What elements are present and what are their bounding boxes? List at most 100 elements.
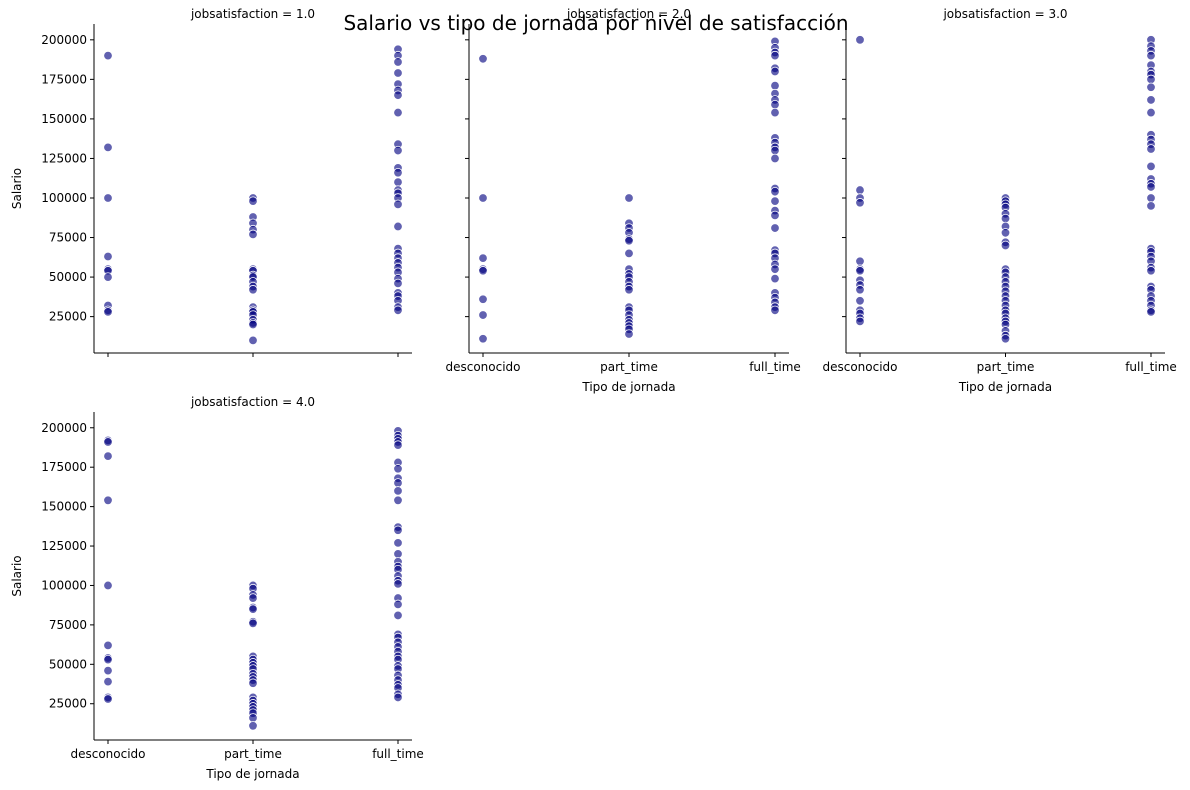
x-tick-label: part_time [600, 360, 658, 374]
data-point [478, 266, 488, 276]
data-point [248, 335, 258, 346]
data-point [103, 665, 113, 676]
y-tick-label: 50000 [49, 270, 87, 284]
data-point [393, 221, 403, 232]
data-point [1000, 228, 1011, 238]
data-point [478, 253, 488, 263]
data-point [103, 307, 113, 317]
y-tick-label: 25000 [49, 697, 87, 711]
data-point [393, 538, 403, 548]
y-tick-label: 50000 [49, 657, 87, 671]
y-tick-label: 100000 [41, 191, 87, 205]
y-tick-label: 25000 [49, 310, 87, 324]
data-point [103, 694, 113, 704]
data-point [103, 451, 113, 461]
data-point [1146, 193, 1156, 203]
y-axis-label: Salario [10, 555, 24, 596]
data-point [103, 142, 113, 153]
data-point [393, 90, 403, 100]
data-point [770, 99, 780, 110]
panel-title: jobsatisfaction = 2.0 [566, 7, 691, 21]
data-point [393, 305, 403, 315]
data-point [770, 50, 780, 61]
data-point [248, 721, 258, 731]
data-point [393, 199, 403, 210]
x-tick-label: desconocido [445, 360, 520, 374]
y-tick-label: 125000 [41, 151, 87, 165]
data-point [248, 678, 258, 688]
data-point [1146, 74, 1156, 85]
data-point [393, 692, 403, 703]
data-point [1146, 82, 1156, 92]
data-point [103, 251, 113, 262]
data-point [393, 549, 403, 559]
panel-3: jobsatisfaction = 3.0 desconocido part_tim… [822, 7, 1176, 394]
data-point [770, 145, 780, 156]
y-tick-label: 125000 [41, 539, 87, 553]
data-point [855, 266, 865, 276]
data-point [393, 177, 403, 187]
data-point [1146, 95, 1156, 105]
data-point [393, 278, 403, 289]
panel-title: jobsatisfaction = 4.0 [190, 395, 315, 409]
data-point [624, 285, 634, 295]
data-point [103, 50, 113, 61]
y-tick-label: 150000 [41, 500, 87, 514]
data-point [393, 525, 403, 535]
data-point [770, 66, 780, 77]
data-point [1146, 50, 1156, 61]
data-point [103, 272, 113, 282]
x-axis-label: Tipo de jornada [958, 380, 1052, 394]
panel-2: jobsatisfaction = 2.0 desconocido part_tim… [445, 7, 800, 394]
data-point [248, 229, 258, 240]
data-point [393, 145, 403, 156]
x-tick-label: full_time [372, 747, 424, 761]
data-point [478, 334, 488, 344]
data-point [624, 329, 634, 339]
data-point [103, 676, 113, 687]
panel-title: jobsatisfaction = 1.0 [190, 7, 315, 21]
x-tick-label: part_time [224, 747, 282, 761]
data-point [855, 296, 865, 306]
data-point [248, 285, 258, 295]
data-point [855, 256, 865, 266]
data-point [393, 610, 403, 621]
data-point [770, 153, 780, 164]
panel-4: jobsatisfaction = 4.0 25000 50000 75000 1000… [10, 395, 424, 781]
data-point [248, 618, 258, 629]
data-point [1146, 144, 1156, 154]
data-point [393, 486, 403, 496]
data-point [770, 264, 780, 274]
data-point [770, 80, 780, 91]
data-point [770, 273, 780, 284]
y-tick-label: 75000 [49, 231, 87, 245]
data-point [393, 599, 403, 610]
panel-title: jobsatisfaction = 3.0 [942, 7, 1067, 21]
data-point [770, 305, 780, 315]
data-point [624, 235, 634, 246]
data-point [1146, 107, 1156, 118]
y-tick-label: 200000 [41, 421, 87, 435]
data-point [393, 107, 403, 118]
y-tick-label: 100000 [41, 578, 87, 592]
data-point [624, 193, 634, 203]
data-point [103, 580, 113, 591]
x-tick-label: full_time [749, 360, 801, 374]
data-point [1146, 161, 1156, 172]
data-point [770, 107, 780, 118]
data-point [248, 593, 258, 603]
x-axis-label: Tipo de jornada [581, 380, 675, 394]
data-point [1146, 266, 1156, 276]
data-point [770, 196, 780, 206]
data-point [1146, 182, 1156, 192]
data-point [103, 654, 113, 665]
data-point [393, 464, 403, 474]
data-point [478, 294, 488, 304]
panels-layer: jobsatisfaction = 1.0 25000 50000 75000 1000… [10, 7, 1177, 781]
data-point [478, 310, 488, 320]
y-tick-label: 175000 [41, 72, 87, 86]
x-tick-label: desconocido [822, 360, 897, 374]
data-point [1000, 334, 1011, 344]
data-point [855, 285, 865, 295]
